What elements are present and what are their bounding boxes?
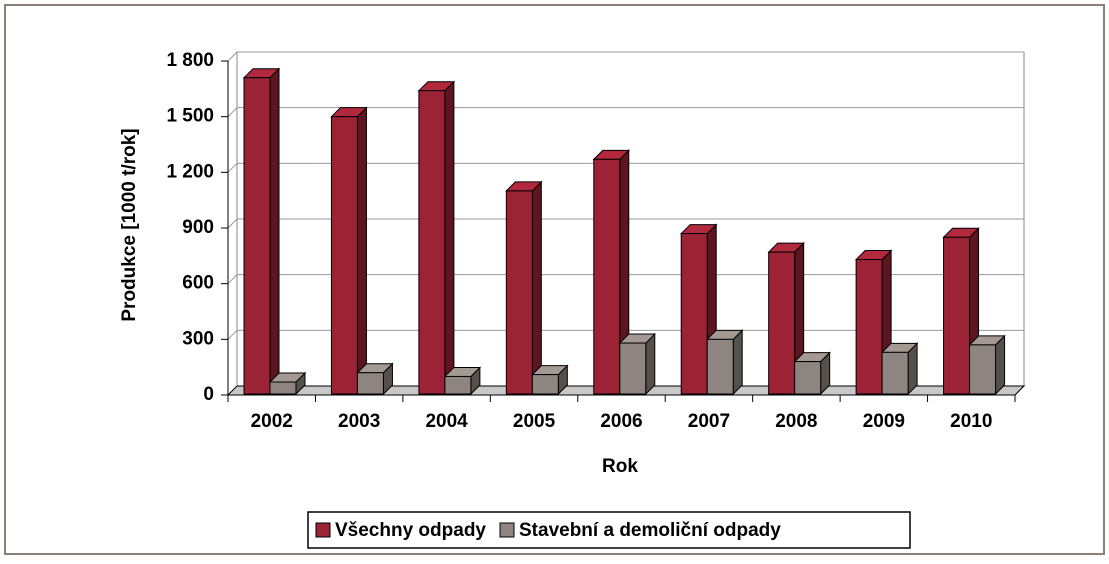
- bar: [855, 259, 883, 395]
- legend-label: Stavební a demoliční odpady: [519, 520, 781, 541]
- y-tick-label: 300: [182, 328, 214, 349]
- legend-label: Všechny odpady: [335, 520, 486, 541]
- bar: [969, 344, 997, 395]
- grid-line: [227, 107, 1024, 118]
- grid-line: [227, 162, 1024, 173]
- bar-side: [269, 67, 280, 396]
- legend-swatch: [499, 522, 515, 538]
- bar: [680, 233, 708, 395]
- y-tick-label: 0: [203, 384, 214, 405]
- y-tick-label: 1 200: [166, 161, 214, 182]
- bar: [593, 158, 621, 395]
- x-tick-label: 2010: [950, 411, 992, 432]
- bar: [881, 351, 909, 395]
- x-axis-label: Rok: [602, 456, 638, 477]
- y-tick-label: 1 800: [166, 50, 214, 71]
- x-tick-label: 2007: [688, 411, 730, 432]
- bar: [768, 251, 796, 395]
- x-tick-label: 2004: [425, 411, 468, 432]
- bar-side: [732, 329, 743, 396]
- bar-side: [356, 106, 367, 396]
- bar-side: [995, 334, 1006, 396]
- bar: [505, 190, 533, 395]
- legend-swatch: [315, 522, 331, 538]
- grid-line: [227, 329, 1024, 340]
- bar: [531, 374, 559, 395]
- bar: [356, 372, 384, 395]
- x-tick-label: 2006: [600, 411, 642, 432]
- x-tick-label: 2008: [775, 411, 817, 432]
- bar: [619, 342, 647, 395]
- bar: [243, 77, 271, 395]
- bar-side: [531, 180, 542, 396]
- x-tick-label: 2002: [251, 411, 293, 432]
- bar: [269, 381, 297, 395]
- bar-side: [444, 80, 455, 396]
- bar: [444, 375, 472, 395]
- grid-line: [227, 218, 1024, 229]
- y-tick-label: 600: [182, 273, 214, 294]
- x-tick-label: 2009: [863, 411, 905, 432]
- bar: [794, 361, 822, 395]
- grid-line: [227, 274, 1024, 285]
- y-tick-label: 1 500: [166, 106, 214, 127]
- y-tick-label: 900: [182, 217, 214, 238]
- bar: [418, 90, 446, 395]
- y-axis-label: Produkce [1000 t/rok]: [119, 128, 140, 321]
- x-tick-label: 2005: [513, 411, 556, 432]
- bar: [943, 236, 971, 395]
- bar-side: [645, 332, 656, 396]
- bar: [330, 116, 358, 395]
- x-tick-label: 2003: [338, 411, 380, 432]
- grid-line: [227, 51, 1024, 62]
- bar: [706, 338, 734, 395]
- legend: [307, 511, 911, 549]
